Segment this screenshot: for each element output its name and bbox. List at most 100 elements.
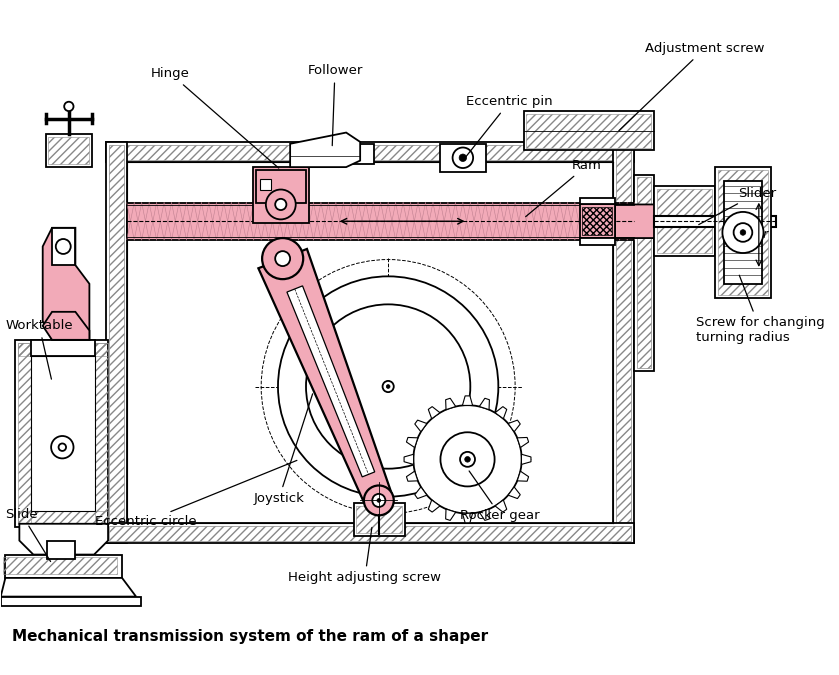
Bar <box>109 144 631 160</box>
Bar <box>657 188 712 253</box>
Polygon shape <box>479 509 489 520</box>
Bar <box>616 144 631 541</box>
Polygon shape <box>406 471 418 481</box>
Bar <box>524 111 654 151</box>
Bar <box>253 167 309 223</box>
Polygon shape <box>517 437 529 448</box>
Bar <box>613 142 633 543</box>
Text: Height adjusting screw: Height adjusting screw <box>289 527 441 585</box>
Circle shape <box>51 436 74 458</box>
Text: Hinge: Hinge <box>151 68 279 168</box>
Text: Slider: Slider <box>699 187 776 225</box>
Bar <box>654 186 715 256</box>
Bar <box>440 144 486 171</box>
Text: Slide: Slide <box>5 508 50 562</box>
Text: Rocker gear: Rocker gear <box>461 471 540 522</box>
Bar <box>724 181 762 284</box>
Bar <box>580 198 615 205</box>
Polygon shape <box>462 513 472 522</box>
Text: Worktable: Worktable <box>5 319 73 379</box>
Polygon shape <box>414 487 427 499</box>
Bar <box>30 356 95 511</box>
Circle shape <box>740 230 746 236</box>
Bar <box>256 170 306 202</box>
Bar <box>3 558 117 574</box>
Bar <box>309 144 374 164</box>
Circle shape <box>262 238 303 279</box>
Polygon shape <box>290 132 360 167</box>
Circle shape <box>460 452 475 467</box>
Text: Follower: Follower <box>307 64 362 146</box>
Circle shape <box>733 223 753 242</box>
Bar <box>715 167 771 298</box>
Bar <box>353 504 405 536</box>
Bar <box>260 180 272 190</box>
Polygon shape <box>287 286 375 477</box>
Bar <box>95 343 108 524</box>
Text: r: r <box>763 228 768 241</box>
Bar <box>49 137 90 164</box>
Polygon shape <box>521 454 531 464</box>
Polygon shape <box>508 420 520 432</box>
Circle shape <box>722 212 763 253</box>
Polygon shape <box>258 249 392 506</box>
Polygon shape <box>43 227 90 340</box>
Bar <box>637 178 651 368</box>
Polygon shape <box>479 398 489 410</box>
Bar <box>633 175 654 371</box>
Text: Eccentric circle: Eccentric circle <box>95 460 297 529</box>
Bar <box>582 207 612 236</box>
Bar <box>15 340 108 526</box>
Circle shape <box>440 432 495 487</box>
Polygon shape <box>615 205 673 238</box>
Circle shape <box>364 485 393 515</box>
Circle shape <box>452 148 473 168</box>
Polygon shape <box>517 471 529 481</box>
Bar <box>580 205 615 238</box>
Circle shape <box>414 405 522 514</box>
Polygon shape <box>404 454 414 464</box>
Circle shape <box>55 239 70 254</box>
Polygon shape <box>446 509 456 520</box>
Circle shape <box>266 190 295 219</box>
Text: Screw for changing
turning radius: Screw for changing turning radius <box>696 275 825 344</box>
Bar <box>5 555 122 578</box>
Circle shape <box>373 494 385 507</box>
Bar <box>526 114 651 148</box>
Text: Ram: Ram <box>526 159 602 217</box>
Circle shape <box>459 154 466 161</box>
Text: Eccentric pin: Eccentric pin <box>465 95 553 159</box>
Polygon shape <box>1 578 136 597</box>
Polygon shape <box>495 406 507 418</box>
Bar <box>18 343 108 356</box>
Bar <box>107 523 633 543</box>
Circle shape <box>278 276 498 497</box>
Bar <box>30 340 95 356</box>
Polygon shape <box>495 500 507 512</box>
Bar <box>18 343 30 524</box>
Bar <box>109 144 124 541</box>
Circle shape <box>465 456 471 462</box>
Circle shape <box>377 499 381 502</box>
Bar <box>18 511 108 524</box>
Bar <box>109 526 631 541</box>
Circle shape <box>383 381 393 392</box>
Bar <box>52 227 76 265</box>
Bar <box>717 170 769 295</box>
Circle shape <box>306 304 471 468</box>
Bar <box>107 142 127 543</box>
Circle shape <box>386 385 390 388</box>
Polygon shape <box>19 524 108 555</box>
Bar <box>357 506 402 533</box>
Bar <box>127 202 633 240</box>
Bar <box>45 134 92 167</box>
Polygon shape <box>43 312 90 340</box>
Bar <box>580 238 615 244</box>
Bar <box>654 215 775 227</box>
Bar <box>47 541 76 560</box>
Circle shape <box>275 199 286 210</box>
Bar <box>107 142 633 163</box>
Circle shape <box>59 443 66 451</box>
Polygon shape <box>406 437 418 448</box>
Polygon shape <box>428 406 440 418</box>
